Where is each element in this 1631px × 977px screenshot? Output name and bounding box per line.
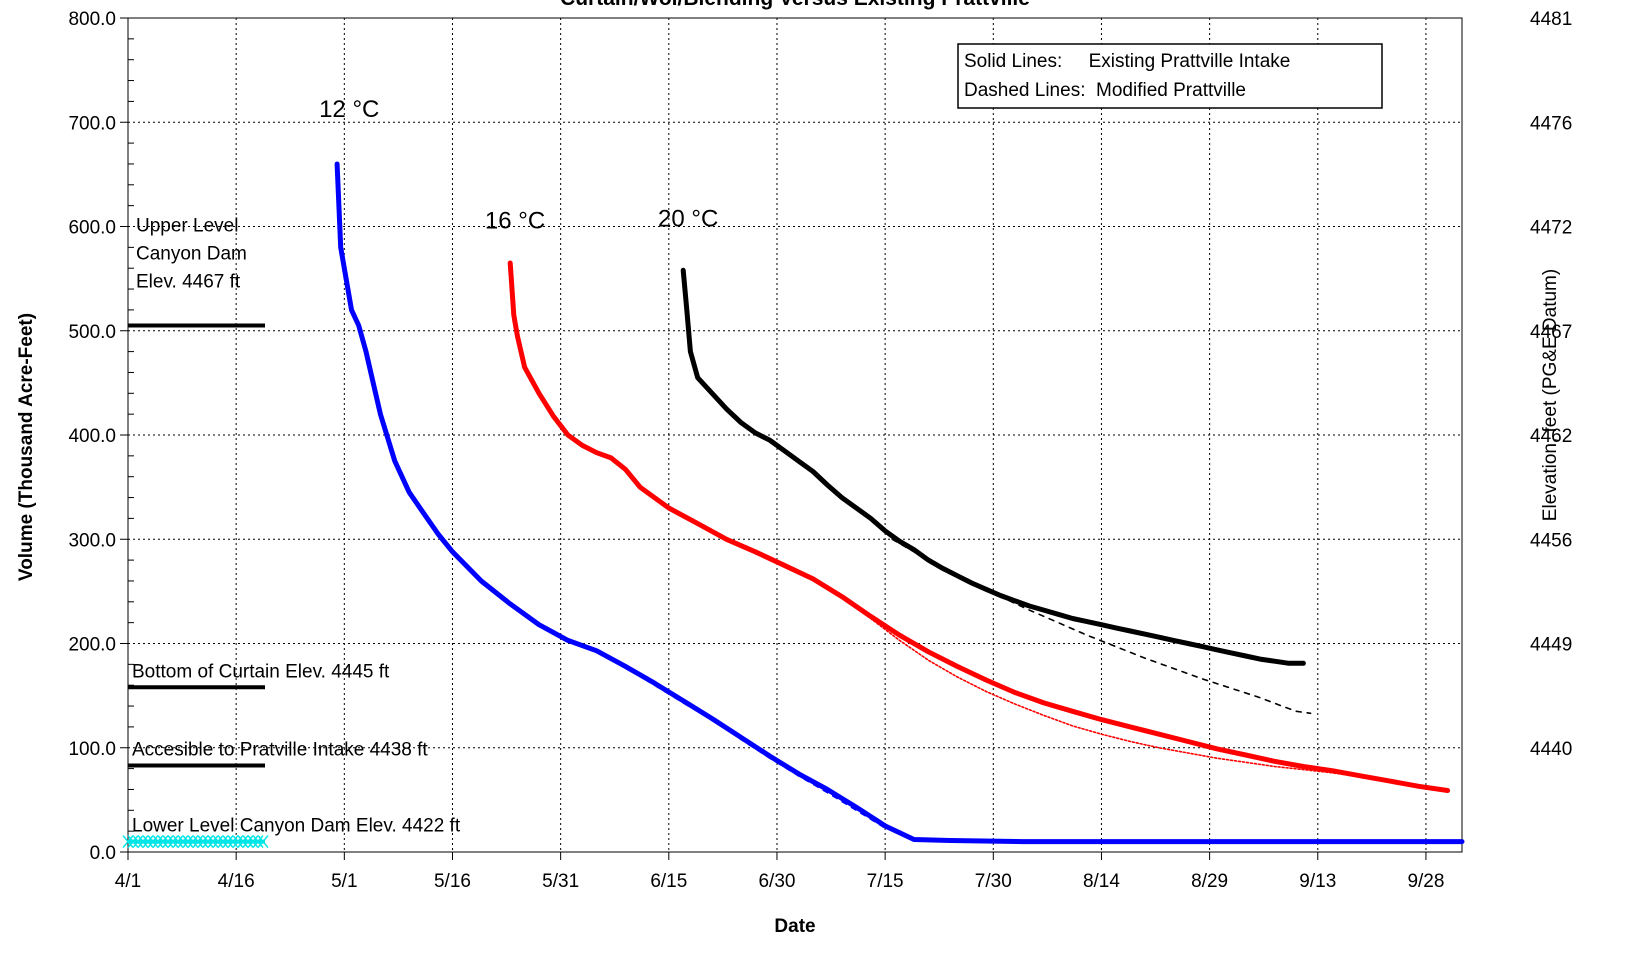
- reference-marker: [167, 835, 179, 849]
- y-tick-label: 100.0: [68, 739, 116, 760]
- y-tick-label: 800.0: [68, 9, 116, 30]
- reference-marker: [212, 835, 224, 849]
- series-line-dashed: [567, 639, 901, 834]
- reference-marker: [157, 835, 169, 849]
- reference-label: Bottom of Curtain Elev. 4445 ft: [132, 661, 390, 682]
- y-tick-label: 300.0: [68, 530, 116, 551]
- reference-marker: [257, 835, 269, 849]
- y-tick-label: 500.0: [68, 322, 116, 343]
- series-lines: [334, 161, 1465, 845]
- y2-tick-label: 4476: [1530, 113, 1572, 134]
- x-tick-label: 5/16: [434, 871, 471, 892]
- series-label: 12 °C: [319, 96, 379, 123]
- x-tick-label: 4/16: [218, 871, 255, 892]
- x-tick-label: 7/30: [975, 871, 1012, 892]
- y-axis-label: Volume (Thousand Acre-Feet): [16, 313, 37, 581]
- series-line-dashed: [841, 595, 1449, 792]
- reference-marker: [182, 835, 194, 849]
- reference-marker: [222, 835, 234, 849]
- y-tick-label: 600.0: [68, 218, 116, 239]
- y-tick-label: 400.0: [68, 426, 116, 447]
- reference-marker: [202, 835, 214, 849]
- reference-marker: [177, 835, 189, 849]
- reference-lines: Upper Level Canyon Dam Elev. 4467 ft Bottom…: [122, 216, 461, 849]
- y2-tick-label: 4462: [1530, 426, 1572, 447]
- x-tick-label: 6/15: [650, 871, 687, 892]
- y2-tick-label: 4467: [1530, 322, 1572, 343]
- reference-label: Accesible to Pratville Intake 4438 ft: [132, 739, 428, 760]
- legend: Solid Lines: Existing Prattville Intake D…: [957, 43, 1383, 109]
- x-tick-label: 6/30: [758, 871, 795, 892]
- y2-tick-label: 4449: [1530, 635, 1572, 656]
- series-line-solid: [507, 260, 1451, 793]
- y2-tick-label: 4472: [1530, 218, 1572, 239]
- reference-marker: [227, 835, 239, 849]
- reference-marker: [162, 835, 174, 849]
- y2-tick-label: 4456: [1530, 530, 1572, 551]
- reference-marker: [137, 835, 149, 849]
- reference-marker: [142, 835, 154, 849]
- x-tick-label: 5/31: [542, 871, 579, 892]
- x-tick-label: 8/29: [1191, 871, 1228, 892]
- reference-marker: [147, 835, 159, 849]
- series-label: 20 °C: [658, 206, 718, 233]
- reference-marker: [122, 835, 134, 849]
- chart-title: Curtain/Wol/Blending Versus Existing Pra…: [560, 0, 1030, 10]
- reference-marker: [237, 835, 249, 849]
- reference-marker: [252, 835, 264, 849]
- x-tick-label: 4/1: [115, 871, 141, 892]
- y2-tick-label: 4440: [1530, 739, 1572, 760]
- x-tick-label: 9/13: [1299, 871, 1336, 892]
- reference-marker: [207, 835, 219, 849]
- y-tick-label: 0.0: [90, 843, 116, 864]
- series-label: 16 °C: [485, 208, 545, 235]
- x-tick-label: 7/15: [867, 871, 904, 892]
- reference-marker: [192, 835, 204, 849]
- reference-label: Upper Level Canyon Dam Elev. 4467 ft: [136, 216, 247, 293]
- reference-marker: [247, 835, 259, 849]
- reference-label: Lower Level Canyon Dam Elev. 4422 ft: [132, 816, 461, 837]
- grid: [128, 18, 1462, 852]
- reference-marker: [217, 835, 229, 849]
- reference-marker: [127, 835, 139, 849]
- x-tick-label: 8/14: [1083, 871, 1120, 892]
- reference-marker: [152, 835, 164, 849]
- y-tick-label: 700.0: [68, 113, 116, 134]
- reference-marker: [242, 835, 254, 849]
- x-tick-label: 5/1: [331, 871, 357, 892]
- x-axis-label: Date: [774, 916, 815, 937]
- series-line-solid: [334, 161, 1465, 845]
- y-tick-label: 200.0: [68, 635, 116, 656]
- reference-marker: [187, 835, 199, 849]
- x-tick-label: 9/28: [1407, 871, 1444, 892]
- y2-axis-label: Elevation, feet (PG&E Datum): [1540, 269, 1561, 521]
- axes: 0.0 100.0 200.0 300.0 400.0 500.0 600.0 700.0 80…: [68, 9, 1572, 892]
- legend-entry: Dashed Lines: Modified Prattville: [964, 80, 1246, 101]
- reference-marker: [132, 835, 144, 849]
- reference-marker: [172, 835, 184, 849]
- annotations: 12 °C 16 °C 20 °C: [319, 96, 718, 235]
- legend-box: [957, 43, 1383, 109]
- reference-marker: [232, 835, 244, 849]
- reference-marker: [197, 835, 209, 849]
- series-line-dashed: [891, 538, 1312, 715]
- legend-entry: Solid Lines: Existing Prattville Intake: [964, 51, 1290, 72]
- y2-tick-label: 4481: [1530, 9, 1572, 30]
